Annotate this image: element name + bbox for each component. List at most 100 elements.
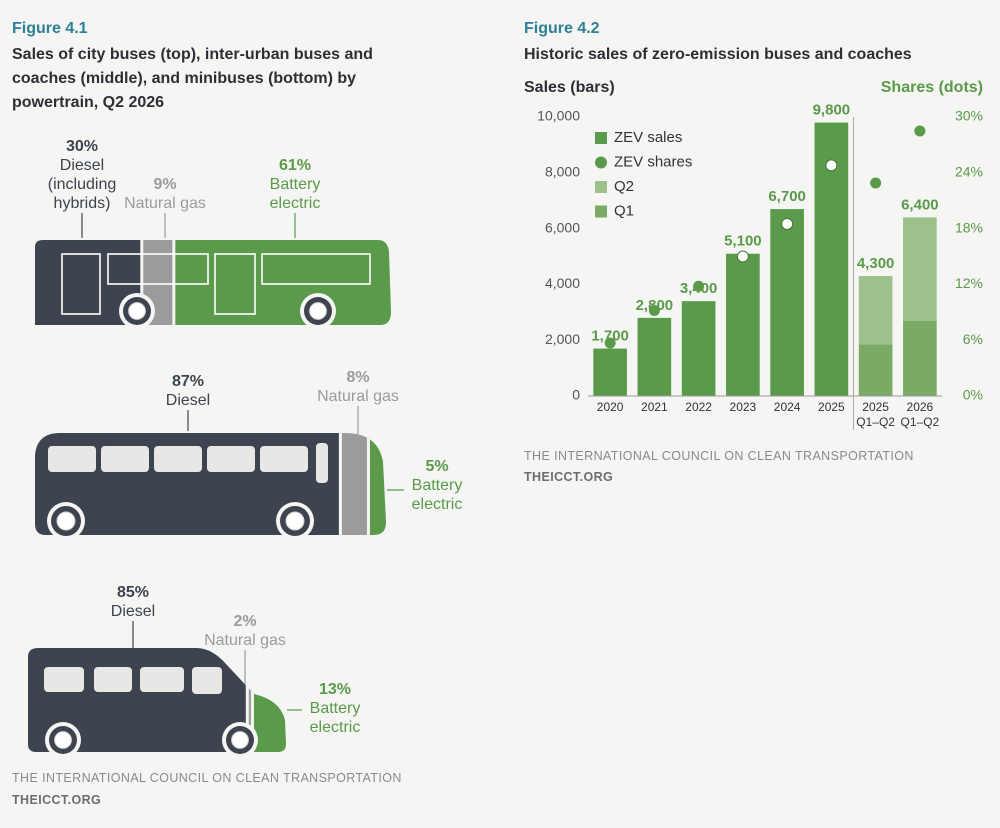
wheel-hub (231, 731, 249, 749)
segment-label: 13% Battery electric (289, 680, 381, 737)
bar (770, 209, 804, 396)
segment-value: 2% (233, 613, 257, 630)
stack-segment (858, 276, 893, 345)
y2-tick-label: 6% (963, 331, 983, 347)
bar (593, 348, 627, 396)
figure-title: Sales of city buses (top), inter-urban b… (12, 46, 373, 111)
window (101, 446, 149, 472)
segment-label: 2% Natural gas (199, 612, 291, 650)
stack-segment (858, 344, 893, 396)
share-dot (781, 217, 794, 230)
share-dot (825, 159, 838, 172)
wheel-hub (54, 731, 72, 749)
legend-label: ZEV sales (614, 129, 682, 146)
y-tick-label: 0 (572, 387, 580, 403)
share-segment (173, 240, 391, 325)
segment-label: 61% Battery electric (249, 156, 341, 213)
x-tick-label: 2025 (818, 400, 845, 414)
share-dot (914, 125, 926, 137)
segment-name: Natural gas (124, 195, 206, 212)
x-tick-label: 2023 (730, 400, 757, 414)
stack-segment (903, 217, 937, 321)
segment-label: 5% Battery electric (391, 457, 483, 514)
segment-value: 13% (318, 681, 352, 698)
site: THEICCT.ORG (524, 470, 614, 484)
y-tick-label: 2,000 (545, 331, 580, 347)
share-dot (604, 337, 616, 349)
window (107, 253, 209, 285)
share-dot (736, 250, 749, 263)
legend-label: Q2 (614, 178, 634, 195)
segment-value: 85% (116, 584, 150, 601)
segment-label: 87% Diesel (142, 372, 234, 410)
y2-tick-label: 12% (955, 275, 983, 291)
segment-value: 9% (153, 176, 177, 193)
source: THE INTERNATIONAL COUNCIL ON CLEAN TRANS… (12, 771, 402, 785)
segment-value: 61% (278, 157, 312, 174)
segment-value: 87% (171, 373, 205, 390)
segment-label: 9% Natural gas (119, 175, 211, 213)
legend-label: Q1 (614, 202, 634, 219)
y-tick-label: 6,000 (545, 219, 580, 235)
window (94, 667, 132, 692)
bar-value-label: 6,700 (768, 188, 806, 205)
y-tick-label: 10,000 (537, 108, 580, 124)
bar (681, 301, 716, 396)
share-segment (340, 433, 369, 535)
segment-name: Natural gas (204, 632, 286, 649)
y-tick-label: 8,000 (545, 164, 580, 180)
window (214, 253, 256, 315)
window (260, 446, 308, 472)
segment-value: 5% (425, 458, 449, 475)
segment-value: 8% (346, 369, 370, 386)
window (154, 446, 202, 472)
figure-label: Figure 4.2 (524, 20, 600, 37)
wheel-hub (285, 511, 305, 531)
y-tick-label: 4,000 (545, 275, 580, 291)
wheel-hub (309, 302, 327, 320)
segment-label: 30% Diesel (including hybrids) (36, 137, 128, 213)
share-dot (648, 304, 660, 316)
segment-label: 8% Natural gas (312, 368, 404, 406)
x-tick-label: 2021 (641, 400, 668, 414)
vehicle (28, 648, 286, 752)
figure-label: Figure 4.1 (12, 20, 88, 37)
legend-label: ZEV shares (614, 153, 692, 170)
window (140, 667, 184, 692)
segment-label: 85% Diesel (87, 583, 179, 621)
y2-tick-label: 0% (963, 387, 983, 403)
segment-name: Natural gas (317, 388, 399, 405)
x-tick-label: 2025 Q1–Q2 (856, 400, 895, 429)
legend-marker (595, 181, 607, 193)
bar-value-label: 4,300 (857, 255, 895, 272)
x-tick-label: 2020 (597, 400, 624, 414)
window (261, 253, 371, 285)
y2-tick-label: 18% (955, 219, 983, 235)
x-tick-label: 2026 Q1–Q2 (901, 400, 940, 429)
bar-value-label: 5,100 (724, 233, 762, 250)
segment-name: Battery electric (411, 477, 463, 513)
y-axis-title: Sales (bars) (524, 79, 615, 96)
bar (637, 317, 672, 396)
segment-name: Diesel (110, 603, 156, 620)
legend-marker (595, 132, 607, 144)
stack-segment (903, 320, 937, 396)
bar-value-label: 1,700 (591, 328, 629, 345)
window (207, 446, 255, 472)
share-segment (368, 433, 386, 535)
share-dot (693, 280, 705, 292)
source: THE INTERNATIONAL COUNCIL ON CLEAN TRANS… (524, 449, 914, 463)
x-tick-label: 2024 (774, 400, 801, 414)
window (44, 667, 84, 692)
bar-value-label: 6,400 (901, 196, 939, 213)
segment-name: Diesel (165, 392, 211, 409)
window (48, 446, 96, 472)
x-tick-label: 2022 (685, 400, 712, 414)
window (61, 253, 101, 315)
window (316, 443, 328, 483)
site: THEICCT.ORG (12, 793, 102, 807)
share-dot (870, 177, 882, 189)
segment-name: Diesel (including hybrids) (47, 157, 117, 212)
